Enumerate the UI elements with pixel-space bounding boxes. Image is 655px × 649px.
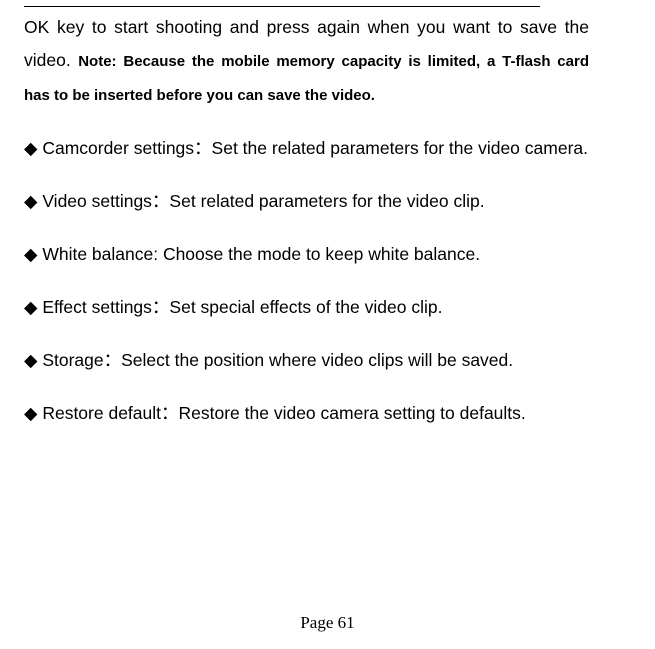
intro-note-text: Note: Because the mobile memory capacity… bbox=[24, 53, 589, 104]
bullet-white-balance: ◆ White balance: Choose the mode to keep… bbox=[24, 238, 589, 271]
page-content: OK key to start shooting and press again… bbox=[0, 0, 655, 430]
bullet-restore-default: ◆ Restore default：Restore the video came… bbox=[24, 397, 589, 430]
intro-paragraph: OK key to start shooting and press again… bbox=[24, 11, 589, 112]
bullet-camcorder-settings: ◆ Camcorder settings：Set the related par… bbox=[24, 132, 589, 165]
horizontal-rule bbox=[24, 6, 540, 7]
bullet-effect-settings: ◆ Effect settings：Set special effects of… bbox=[24, 291, 589, 324]
bullet-video-settings: ◆ Video settings：Set related parameters … bbox=[24, 185, 589, 218]
page-number: Page 61 bbox=[0, 613, 655, 633]
bullet-storage: ◆ Storage：Select the position where vide… bbox=[24, 344, 589, 377]
